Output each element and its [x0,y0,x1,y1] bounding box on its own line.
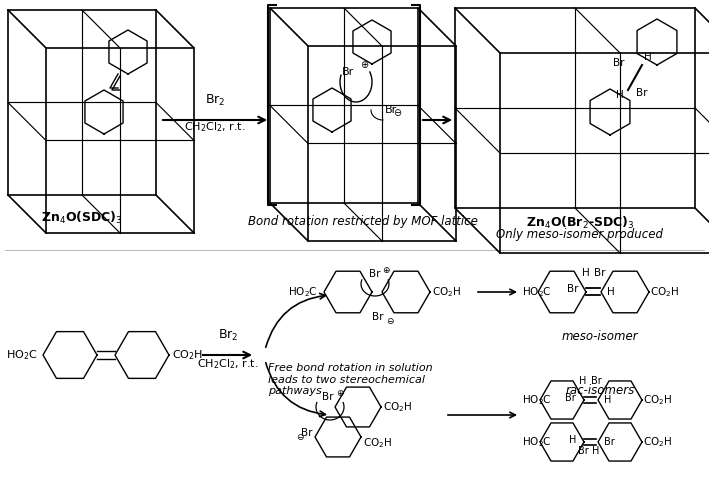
Text: Br: Br [565,393,576,403]
Text: H: H [569,435,576,445]
Text: HO$_2$C: HO$_2$C [6,348,38,362]
Text: H: H [582,268,590,278]
Text: rac-isomers: rac-isomers [565,384,635,397]
Text: Zn$_4$O(Br$_2$-SDC)$_3$: Zn$_4$O(Br$_2$-SDC)$_3$ [526,215,635,231]
Text: H: H [604,395,611,405]
Text: Br: Br [578,446,588,456]
Text: HO$_2$C: HO$_2$C [522,285,552,299]
Text: Br$_2$: Br$_2$ [205,93,225,108]
Text: CH$_2$Cl$_2$, r.t.: CH$_2$Cl$_2$, r.t. [197,357,259,371]
Text: H: H [616,90,624,100]
Text: H: H [579,376,586,386]
Text: HO$_2$C: HO$_2$C [522,393,552,407]
Text: Br: Br [342,67,354,77]
Text: $\oplus$: $\oplus$ [336,388,345,398]
Text: Only meso-isomer produced: Only meso-isomer produced [496,228,664,241]
Text: CO$_2$H: CO$_2$H [643,393,672,407]
Text: $\ominus$: $\ominus$ [393,107,402,118]
Text: CH$_2$Cl$_2$, r.t.: CH$_2$Cl$_2$, r.t. [184,120,246,134]
Text: HO$_2$C: HO$_2$C [522,435,552,449]
Text: $\oplus$: $\oplus$ [382,265,391,275]
Text: Br: Br [594,268,605,278]
Text: Free bond rotation in solution
leads to two stereochemical
pathways: Free bond rotation in solution leads to … [268,363,432,396]
Text: Br: Br [591,376,601,386]
Text: Br: Br [604,437,615,447]
Text: Zn$_4$O(SDC)$_3$: Zn$_4$O(SDC)$_3$ [41,210,123,226]
Text: H: H [644,52,652,62]
Text: meso-isomer: meso-isomer [562,330,638,343]
Text: Br: Br [613,58,625,68]
Text: Br: Br [566,284,578,294]
Text: Br: Br [372,312,384,322]
Text: CO$_2$H: CO$_2$H [643,435,672,449]
Text: Br: Br [323,392,334,402]
Text: Br$_2$: Br$_2$ [218,328,238,343]
Text: H: H [592,446,600,456]
Text: CO$_2$H: CO$_2$H [383,400,412,414]
Text: CO$_2$H: CO$_2$H [432,285,461,299]
Text: Bond rotation restricted by MOF lattice: Bond rotation restricted by MOF lattice [248,215,478,228]
Text: $\oplus$: $\oplus$ [360,59,369,71]
Text: CO$_2$H: CO$_2$H [172,348,203,362]
Text: HO$_2$C: HO$_2$C [289,285,318,299]
Text: Br: Br [301,428,313,438]
Text: CO$_2$H: CO$_2$H [650,285,679,299]
Text: CO$_2$H: CO$_2$H [363,436,392,450]
Text: Br: Br [369,269,381,279]
Text: $\ominus$: $\ominus$ [386,316,395,326]
Text: Br: Br [385,105,397,115]
Text: H: H [607,287,615,297]
Text: $\ominus$: $\ominus$ [296,432,305,442]
Text: Br: Br [636,88,647,98]
